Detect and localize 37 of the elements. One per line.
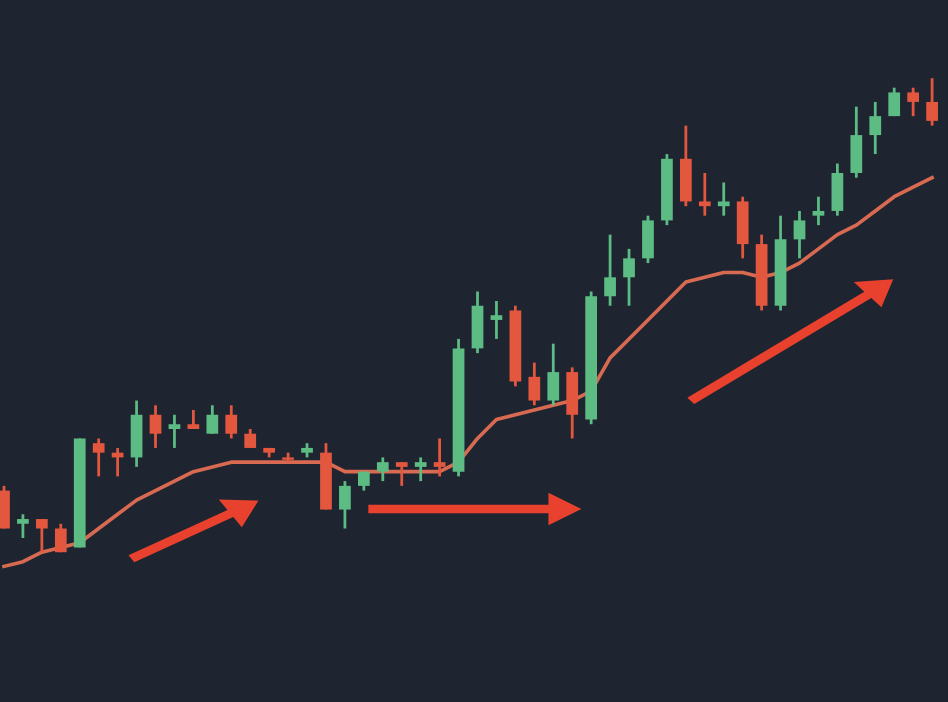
candlestick: [244, 427, 257, 450]
candlestick: [717, 181, 730, 218]
candlestick: [395, 460, 408, 488]
candlestick: [642, 214, 654, 265]
candlestick: [547, 342, 560, 407]
candlestick: [812, 195, 825, 227]
candlestick: [907, 86, 920, 118]
candlestick: [869, 100, 882, 156]
candlestick: [0, 484, 10, 530]
candlestick: [736, 195, 749, 260]
candlestick: [35, 517, 48, 554]
candlestick: [225, 403, 238, 440]
candlestick: [604, 233, 616, 308]
candlestick: [623, 247, 635, 308]
candlestick: [679, 124, 692, 208]
candlestick: [698, 171, 711, 218]
candlestick: [168, 413, 181, 450]
candlestick: [528, 361, 541, 407]
candlestick: [926, 76, 938, 127]
candlestick: [130, 399, 143, 469]
candlestick: [888, 86, 901, 118]
candlestick: [187, 408, 200, 431]
candlestick: [433, 437, 446, 478]
candlestick: [206, 403, 219, 436]
candlestick: [17, 512, 29, 540]
candlestick: [54, 522, 67, 554]
candlestick: [850, 105, 863, 180]
candlestick: [490, 299, 503, 341]
candlestick: [471, 290, 484, 355]
candlestick: [376, 456, 389, 483]
candlestick: [793, 209, 806, 260]
candlestick: [149, 403, 162, 450]
candlestick: [566, 365, 579, 440]
candlestick: [339, 479, 351, 530]
candlestick: [831, 162, 844, 218]
candlestick: [414, 456, 427, 483]
candlestick: [92, 437, 105, 478]
